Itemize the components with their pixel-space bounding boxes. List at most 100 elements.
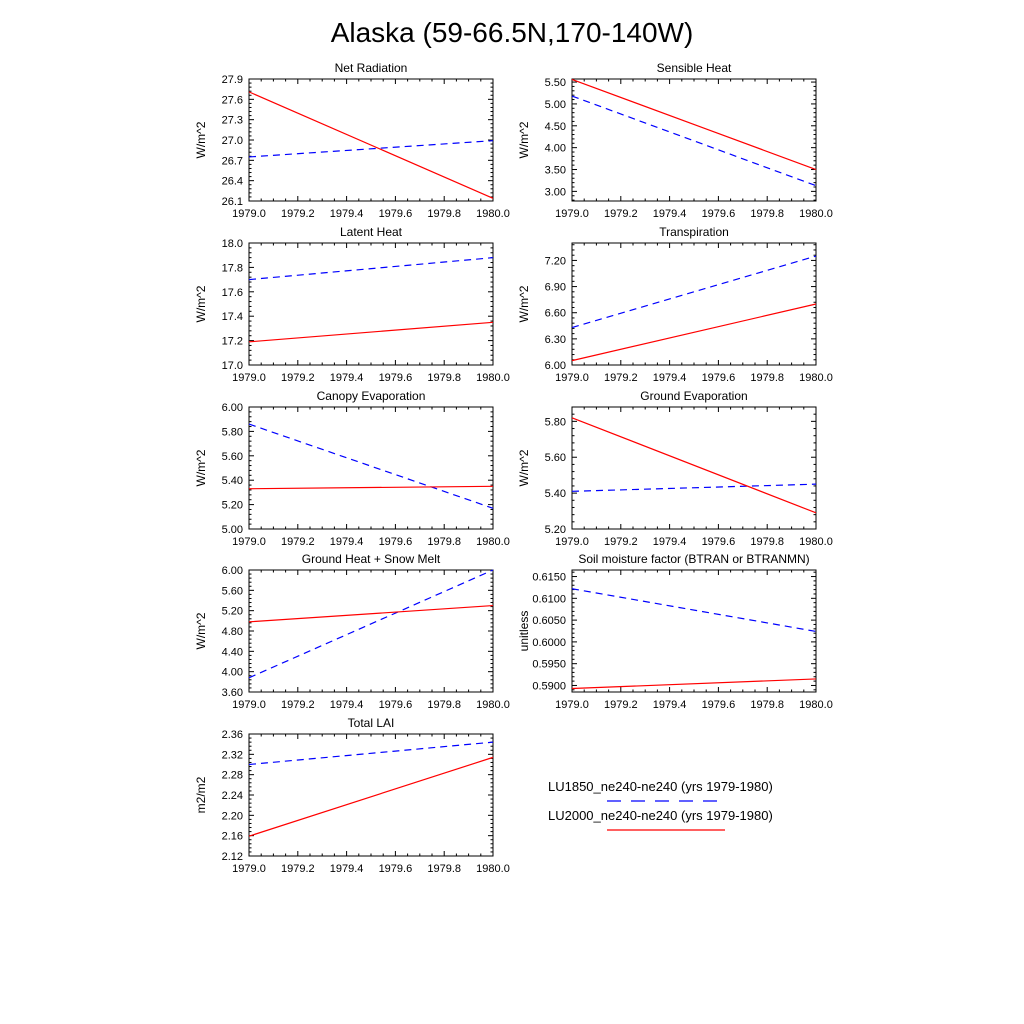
legend-label-lu2000: LU2000_ne240-ne240 (yrs 1979-1980) [548,808,773,823]
x-tick-label: 1979.2 [604,208,638,220]
x-tick-label: 1979.0 [232,372,266,384]
x-tick-label: 1979.4 [330,536,364,548]
y-axis-label: W/m^2 [517,449,531,486]
y-tick-label: 5.50 [545,77,566,89]
y-tick-label: 17.2 [222,336,243,348]
plot-frame [248,406,494,530]
series-line-lu1850 [571,95,817,187]
panel-title: Soil moisture factor (BTRAN or BTRANMN) [578,552,809,566]
plot-frame [571,242,817,366]
y-axis-label: m2/m2 [194,776,208,813]
x-tick-label: 1980.0 [799,536,833,548]
panel-title: Latent Heat [340,225,403,239]
x-tick-label: 1980.0 [476,699,510,711]
x-tick-label: 1979.2 [604,699,638,711]
plot-frame [571,569,817,693]
y-tick-label: 17.8 [222,262,243,274]
y-axis-label: W/m^2 [194,449,208,486]
y-tick-label: 3.60 [222,687,243,699]
x-tick-label: 1979.8 [750,536,784,548]
x-tick-label: 1980.0 [476,863,510,875]
series-line-lu2000 [248,321,494,343]
x-tick-label: 1979.0 [232,536,266,548]
y-tick-label: 27.6 [222,94,243,106]
y-tick-label: 18.0 [222,238,243,250]
panel-total-lai: Total LAI m2/m2 1979.0 1979.2 1979.4 1979.6 19… [194,716,510,875]
plot-frame [571,78,817,202]
legend: LU1850_ne240-ne240 (yrs 1979-1980) LU2000… [548,779,773,831]
x-tick-label: 1979.6 [379,372,413,384]
y-tick-label: 6.30 [545,334,566,346]
x-tick-label: 1979.4 [653,208,687,220]
y-tick-label: 27.0 [222,135,243,147]
x-tick-label: 1980.0 [799,699,833,711]
y-tick-label: 6.90 [545,282,566,294]
x-tick-label: 1979.2 [281,372,315,384]
series-line-lu2000 [248,756,494,837]
panel-title: Total LAI [348,716,395,730]
y-tick-label: 6.00 [222,565,243,577]
y-tick-label: 2.24 [222,790,243,802]
y-tick-label: 5.20 [222,606,243,618]
y-tick-label: 6.00 [222,402,243,414]
y-tick-label: 5.80 [222,426,243,438]
series-line-lu1850 [248,569,494,679]
x-tick-label: 1979.4 [330,208,364,220]
panel-title: Ground Evaporation [640,389,747,403]
y-tick-label: 5.20 [545,524,566,536]
series-line-lu2000 [248,91,494,199]
series-line-lu1850 [248,140,494,158]
x-tick-label: 1979.2 [281,536,315,548]
y-tick-label: 2.12 [222,851,243,863]
panel-title: Canopy Evaporation [317,389,426,403]
x-tick-label: 1979.6 [379,536,413,548]
y-tick-label: 27.9 [222,74,243,86]
panel-title: Transpiration [659,225,729,239]
y-tick-label: 4.00 [545,143,566,155]
x-tick-label: 1980.0 [799,372,833,384]
panel-transpiration: Transpiration W/m^2 1979.0 1979.2 1979.4 1979… [517,225,833,384]
y-tick-label: 4.50 [545,121,566,133]
x-tick-label: 1979.8 [427,536,461,548]
y-tick-label: 0.5900 [532,680,566,692]
panel-ground-evaporation: Ground Evaporation W/m^2 1979.0 1979.2 1979.… [517,389,833,548]
y-axis-label: W/m^2 [194,612,208,649]
panel-ground-heat-snow-melt: Ground Heat + Snow Melt W/m^2 1979.0 1979.2… [194,552,510,711]
x-tick-label: 1980.0 [476,372,510,384]
x-tick-label: 1979.6 [702,208,736,220]
x-tick-label: 1979.4 [330,372,364,384]
y-axis-label: W/m^2 [194,285,208,322]
x-tick-label: 1979.4 [330,699,364,711]
y-tick-label: 0.5950 [532,659,566,671]
series-line-lu2000 [571,303,817,362]
panel-net-radiation: Net Radiation W/m^2 1979.0 1979.2 1979.4 1979… [194,61,510,220]
legend-label-lu1850: LU1850_ne240-ne240 (yrs 1979-1980) [548,779,773,794]
panel-soil-moisture-factor-btran-or-btranmn: Soil moisture factor (BTRAN or BTRANMN) u… [517,552,833,711]
x-tick-label: 1979.8 [427,699,461,711]
y-tick-label: 3.00 [545,186,566,198]
x-tick-label: 1979.6 [379,863,413,875]
x-tick-label: 1979.4 [653,699,687,711]
x-tick-label: 1979.6 [702,699,736,711]
plot-frame [571,406,817,530]
x-tick-label: 1979.0 [555,208,589,220]
x-tick-label: 1979.8 [750,372,784,384]
y-tick-label: 0.6050 [532,615,566,627]
y-tick-label: 2.28 [222,770,243,782]
y-tick-label: 5.40 [222,475,243,487]
y-tick-label: 4.00 [222,667,243,679]
y-tick-label: 4.40 [222,646,243,658]
y-tick-label: 7.20 [545,255,566,267]
y-tick-label: 26.1 [222,196,243,208]
y-tick-label: 5.60 [222,451,243,463]
series-line-lu2000 [571,417,817,514]
series-line-lu1850 [248,257,494,281]
x-tick-label: 1979.2 [281,863,315,875]
y-tick-label: 5.80 [545,416,566,428]
plot-frame [248,569,494,693]
y-tick-label: 17.4 [222,311,243,323]
x-tick-label: 1979.6 [379,699,413,711]
y-tick-label: 17.6 [222,287,243,299]
x-tick-label: 1979.2 [281,699,315,711]
